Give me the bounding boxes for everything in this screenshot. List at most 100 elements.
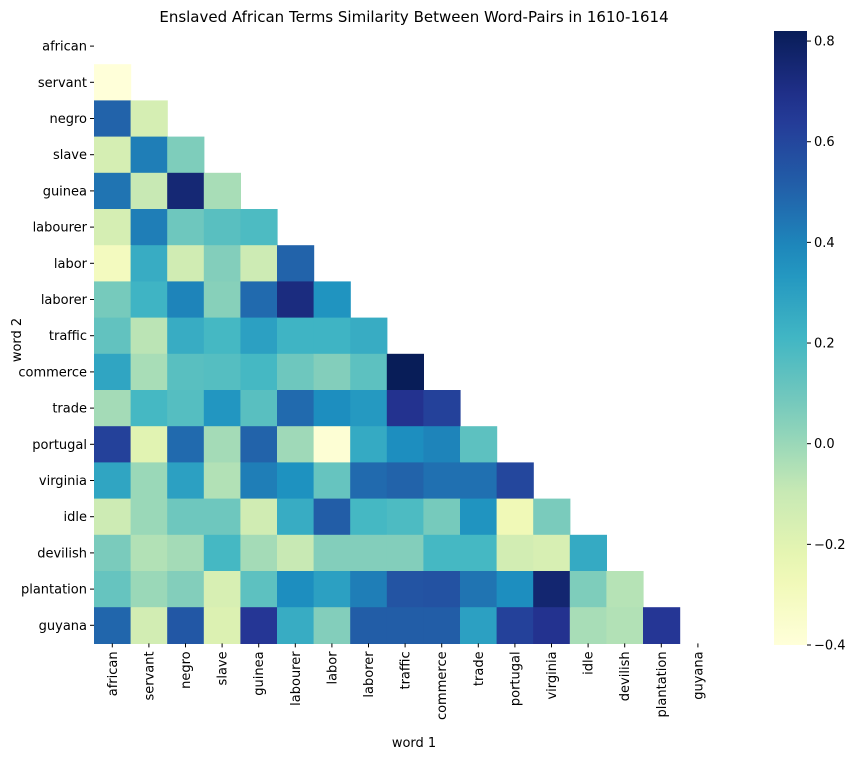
colorbar-tick-label: 0.0 bbox=[814, 437, 835, 452]
heatmap-cell bbox=[277, 498, 315, 536]
heatmap-cell bbox=[130, 462, 168, 500]
heatmap-cell bbox=[313, 534, 351, 572]
x-tick-label: commerce bbox=[435, 651, 450, 720]
heatmap-cell bbox=[277, 534, 315, 572]
heatmap-cell bbox=[423, 498, 461, 536]
heatmap-cell bbox=[167, 317, 205, 355]
heatmap-cell bbox=[350, 353, 388, 391]
heatmap-cell bbox=[240, 209, 278, 246]
y-tick-label: labor bbox=[54, 257, 88, 272]
y-tick-label: servant bbox=[38, 76, 87, 91]
heatmap-cell bbox=[350, 607, 388, 644]
heatmap-cell bbox=[277, 571, 315, 608]
heatmap-cell bbox=[94, 172, 132, 210]
heatmap-cell bbox=[533, 571, 571, 608]
heatmap-cell bbox=[496, 498, 534, 536]
heatmap-cell bbox=[130, 353, 168, 391]
y-tick-label: negro bbox=[49, 112, 87, 127]
heatmap-cell bbox=[94, 390, 132, 427]
y-tick-label: commerce bbox=[18, 365, 87, 380]
heatmap-cell bbox=[240, 317, 278, 355]
heatmap-cell bbox=[203, 571, 241, 608]
x-axis-label: word 1 bbox=[392, 736, 436, 751]
heatmap-cell bbox=[460, 498, 498, 536]
heatmap-cell bbox=[350, 462, 388, 500]
heatmap-cell bbox=[350, 426, 388, 463]
heatmap-cell bbox=[496, 607, 534, 644]
heatmap-cell bbox=[423, 571, 461, 608]
colorbar-gradient bbox=[774, 31, 807, 645]
x-tick-label: guyana bbox=[691, 651, 706, 699]
x-tick-label: devilish bbox=[618, 651, 633, 701]
heatmap-cell bbox=[203, 534, 241, 572]
heatmap-cell bbox=[130, 390, 168, 427]
heatmap-cell bbox=[386, 498, 424, 536]
y-tick-label: traffic bbox=[49, 329, 87, 344]
heatmap-cell bbox=[460, 534, 498, 572]
heatmap-cell bbox=[313, 498, 351, 536]
heatmap-cell bbox=[130, 571, 168, 608]
colorbar-tick-label: 0.6 bbox=[814, 135, 835, 150]
heatmap-cell bbox=[277, 426, 315, 463]
chart-title: Enslaved African Terms Similarity Betwee… bbox=[159, 8, 668, 26]
heatmap-cell bbox=[240, 281, 278, 319]
heatmap-cell bbox=[350, 390, 388, 427]
x-tick-label: slave bbox=[216, 651, 231, 685]
heatmap-cell bbox=[94, 607, 132, 644]
heatmap-cell bbox=[386, 571, 424, 608]
heatmap-cell bbox=[94, 100, 132, 138]
heatmap-cell bbox=[130, 534, 168, 572]
heatmap-cell bbox=[386, 462, 424, 500]
heatmap-cell bbox=[496, 534, 534, 572]
heatmap-cell bbox=[460, 426, 498, 463]
y-tick-label: slave bbox=[53, 148, 87, 163]
heatmap-cell bbox=[313, 353, 351, 391]
heatmap-cell bbox=[240, 571, 278, 608]
x-tick-label: servant bbox=[142, 651, 157, 700]
y-tick-label: african bbox=[42, 40, 87, 55]
heatmap-cell bbox=[167, 498, 205, 536]
heatmap-cell bbox=[167, 571, 205, 608]
heatmap-cell bbox=[386, 607, 424, 644]
heatmap-cell bbox=[94, 317, 132, 355]
heatmap-cell bbox=[277, 245, 315, 282]
heatmap-cell bbox=[240, 534, 278, 572]
heatmap-cell bbox=[313, 462, 351, 500]
heatmap-cell bbox=[94, 209, 132, 246]
y-tick-label: devilish bbox=[37, 546, 87, 561]
heatmap-cell bbox=[203, 317, 241, 355]
heatmap-cell bbox=[423, 462, 461, 500]
heatmap-cell bbox=[203, 462, 241, 500]
heatmap-cell bbox=[313, 571, 351, 608]
heatmap-cell bbox=[423, 607, 461, 644]
heatmap-cell bbox=[167, 245, 205, 282]
heatmap-cell bbox=[94, 426, 132, 463]
heatmap-cell bbox=[240, 426, 278, 463]
y-tick-label: virginia bbox=[39, 474, 87, 489]
heatmap-cell bbox=[277, 607, 315, 644]
colorbar-tick-label: 0.2 bbox=[814, 337, 835, 352]
heatmap-cell bbox=[94, 64, 132, 101]
heatmap-cell bbox=[130, 209, 168, 246]
heatmap-cell bbox=[130, 172, 168, 210]
heatmap-cell bbox=[94, 498, 132, 536]
heatmap-cell bbox=[94, 571, 132, 608]
heatmap-cell bbox=[130, 607, 168, 644]
heatmap-cell bbox=[313, 317, 351, 355]
heatmap-cell bbox=[386, 426, 424, 463]
y-tick-label: trade bbox=[52, 402, 87, 417]
heatmap-cell bbox=[277, 390, 315, 427]
heatmap-cell bbox=[386, 534, 424, 572]
heatmap-cell bbox=[167, 462, 205, 500]
heatmap-cell bbox=[240, 353, 278, 391]
x-tick-label: traffic bbox=[399, 651, 414, 689]
heatmap-cell bbox=[533, 534, 571, 572]
heatmap-cell bbox=[130, 498, 168, 536]
y-tick-label: guyana bbox=[39, 619, 87, 634]
colorbar-ticks: −0.4 −0.2 0.0 0.2 0.4 0.6 0.8 bbox=[807, 35, 846, 654]
heatmap-cell bbox=[94, 534, 132, 572]
heatmap-cell bbox=[643, 607, 681, 644]
y-tick-labels: african servant negro slave guinea labourer la… bbox=[18, 40, 94, 634]
heatmap-cell bbox=[496, 571, 534, 608]
